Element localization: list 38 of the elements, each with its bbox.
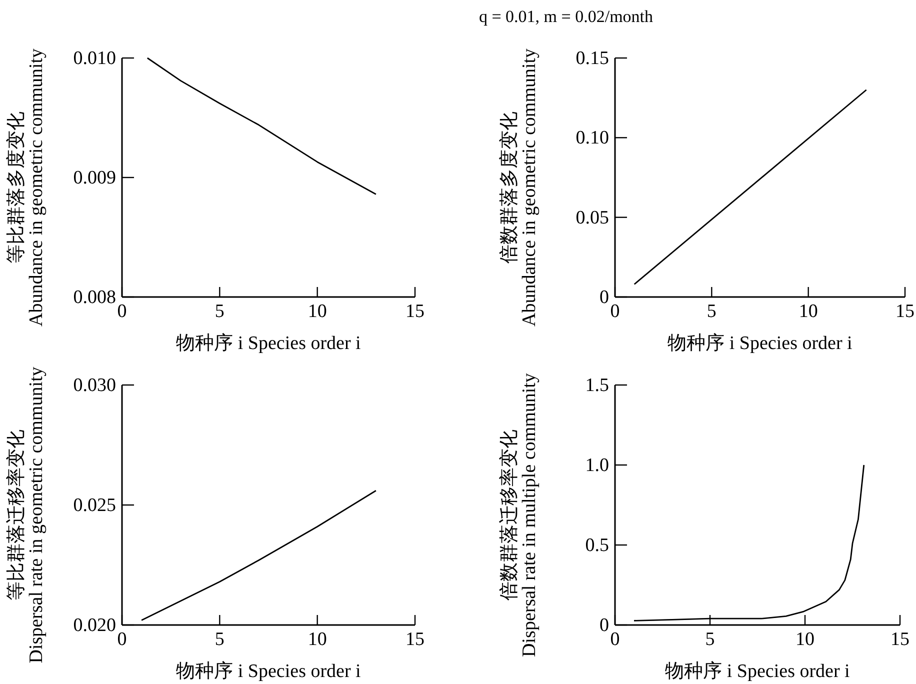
x-tick-label: 10 bbox=[798, 301, 818, 322]
line-series bbox=[146, 57, 377, 195]
x-tick-label: 5 bbox=[705, 629, 715, 650]
y-tick-label: 0 bbox=[600, 287, 609, 308]
y-axis-title: 等比群落迁移率变化 Dispersal rate in geometric community bbox=[5, 366, 47, 664]
x-tick-label: 5 bbox=[214, 629, 224, 650]
text: q = 0.01, m = 0.02/month bbox=[478, 7, 654, 26]
y-tick-label: 0.009 bbox=[73, 168, 116, 188]
y-tick-label: 0.025 bbox=[73, 495, 116, 516]
line-series bbox=[140, 490, 377, 621]
x-axis-title: 物种序 i Species order i bbox=[668, 332, 852, 354]
x-axis-title: 物种序 i Species order i bbox=[665, 660, 850, 682]
x-tick-label: 10 bbox=[308, 301, 327, 322]
y-axis-title: 倍数群落多度变化 Abundance in geometric community bbox=[498, 48, 540, 327]
y-tick-label: 0.15 bbox=[576, 48, 609, 69]
y-tick-label: 1.0 bbox=[585, 455, 609, 476]
x-tick-label: 15 bbox=[406, 629, 424, 650]
x-tick-label: 15 bbox=[406, 301, 424, 322]
y-tick-label: 0.05 bbox=[576, 207, 609, 228]
y-tick-label: 1.5 bbox=[585, 375, 609, 396]
y-axis-title: 等比群落多度变化 Abundance in geometric community bbox=[5, 48, 47, 327]
x-tick-label: 10 bbox=[796, 629, 814, 650]
x-tick-label: 15 bbox=[890, 629, 910, 650]
x-tick-label: 15 bbox=[896, 301, 914, 322]
x-tick-label: 5 bbox=[706, 301, 716, 322]
y-tick-label: 0.008 bbox=[73, 287, 116, 308]
y-tick-label: 0.10 bbox=[576, 128, 609, 149]
x-axis-title: 物种序 i Species order i bbox=[176, 332, 361, 354]
x-tick-label: 10 bbox=[308, 629, 327, 650]
y-tick-label: 0.020 bbox=[73, 615, 116, 636]
y-tick-label: 0.030 bbox=[73, 375, 116, 396]
y-tick-label: 0.010 bbox=[73, 48, 116, 69]
x-tick-label: 5 bbox=[214, 301, 224, 322]
y-axis-title: 倍数群落迁移率变化 Dispersal rate in multiple community bbox=[498, 372, 540, 657]
y-tick-label: 0 bbox=[600, 615, 609, 636]
line-series bbox=[633, 464, 865, 622]
x-axis-title: 物种序 i Species order i bbox=[176, 660, 361, 682]
y-tick-label: 0.5 bbox=[585, 535, 609, 556]
